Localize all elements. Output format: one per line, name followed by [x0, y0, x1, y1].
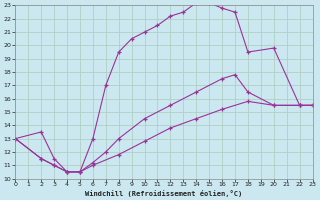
X-axis label: Windchill (Refroidissement éolien,°C): Windchill (Refroidissement éolien,°C) — [85, 190, 243, 197]
